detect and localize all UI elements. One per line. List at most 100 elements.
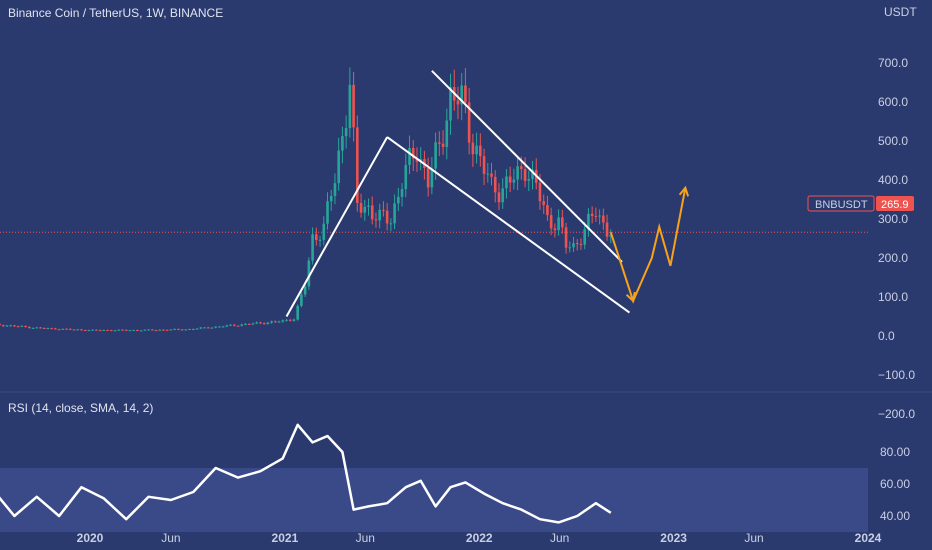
candle-body (57, 329, 61, 331)
candle-body (210, 327, 214, 329)
rsi-tick-label: 40.00 (880, 509, 910, 523)
candle-body (31, 327, 35, 329)
time-tick-label: Jun (744, 531, 763, 545)
candle-body (199, 327, 203, 329)
candle-body (568, 247, 572, 249)
candle-body (393, 203, 396, 224)
candle-body (132, 330, 135, 332)
rsi-tick-label: 60.00 (880, 477, 910, 491)
candle-body (460, 85, 463, 105)
candle-body (0, 323, 1, 326)
candle-body (303, 286, 307, 295)
candle-body (475, 145, 478, 155)
candle-body (370, 205, 374, 220)
candle-body (464, 85, 467, 103)
candle-body (240, 324, 244, 326)
candle-body (590, 213, 594, 216)
candle-body (382, 209, 385, 211)
price-tick-label: 700.0 (878, 56, 908, 70)
candle-body (352, 84, 355, 128)
candle-body (598, 215, 601, 217)
candle-body (471, 142, 475, 155)
candle-body (520, 166, 523, 170)
candle-body (27, 326, 31, 329)
candle-body (162, 329, 165, 331)
candle-body (151, 329, 154, 331)
candle-body (549, 215, 553, 229)
candle-body (594, 215, 598, 217)
candle-body (203, 327, 206, 329)
time-tick-label: Jun (550, 531, 569, 545)
candle-body (385, 210, 389, 224)
candle-body (46, 328, 50, 330)
candle-body (564, 227, 568, 248)
candle-body (546, 204, 549, 216)
time-tick-label: 2024 (855, 531, 882, 545)
candle-body (206, 327, 210, 329)
candle-body (516, 166, 519, 180)
candle-body (389, 223, 393, 225)
price-tick-label: 400.0 (878, 173, 908, 187)
candle-body (523, 169, 527, 181)
candle-body (80, 329, 83, 331)
candle-body (16, 326, 20, 328)
candle-body (274, 321, 277, 323)
candle-body (68, 328, 72, 330)
candle-body (288, 319, 292, 321)
candle-body (113, 330, 117, 332)
price-tick-label: 100.0 (878, 290, 908, 304)
candle-body (296, 305, 299, 320)
candle-body (218, 326, 221, 328)
candle-body (5, 325, 9, 327)
candle-body (553, 228, 557, 231)
rsi-label: RSI (14, close, SMA, 14, 2) (8, 401, 153, 415)
candle-body (341, 136, 344, 151)
price-tick-label: 200.0 (878, 251, 908, 265)
candle-body (359, 203, 363, 213)
candle-body (408, 148, 411, 165)
candle-body (497, 192, 501, 203)
candle-body (441, 143, 445, 147)
candle-body (169, 329, 173, 331)
candle-body (542, 201, 546, 205)
candle-body (426, 167, 430, 188)
candle-body (13, 325, 16, 327)
candle-body (572, 243, 575, 248)
candle-body (259, 322, 262, 324)
candle-body (180, 329, 184, 331)
rsi-band (0, 468, 868, 532)
candle-body (292, 319, 296, 321)
rsi-tick-label: 80.00 (880, 445, 910, 459)
candle-body (147, 329, 150, 331)
candle-body (192, 329, 195, 331)
candle-body (128, 330, 132, 332)
candle-body (430, 168, 434, 188)
candle-body (512, 179, 516, 183)
candle-body (486, 173, 490, 175)
candle-body (154, 330, 158, 332)
candle-body (531, 169, 534, 180)
candle-body (415, 158, 419, 162)
candle-body (76, 329, 80, 331)
candle-body (106, 329, 109, 331)
candle-body (117, 329, 121, 331)
price-tick-label: 600.0 (878, 95, 908, 109)
time-tick-label: 2020 (77, 531, 104, 545)
candle-body (91, 329, 94, 331)
projection-path (609, 187, 687, 304)
candle-body (24, 325, 27, 327)
channel-lower-line (386, 136, 631, 314)
rsi-line (0, 423, 612, 524)
candle-body (538, 182, 542, 202)
time-tick-label: 2022 (466, 531, 493, 545)
candle-body (300, 294, 303, 306)
channel-upper-line (431, 70, 623, 263)
symbol-badge[interactable] (807, 195, 875, 212)
candle-body (318, 239, 322, 241)
candle-body (177, 328, 180, 330)
symbol-badge-label: BNBUSDT (815, 199, 868, 211)
price-tick-label: 0.0 (878, 329, 895, 343)
candle-body (72, 329, 76, 331)
candle-body (501, 188, 504, 203)
